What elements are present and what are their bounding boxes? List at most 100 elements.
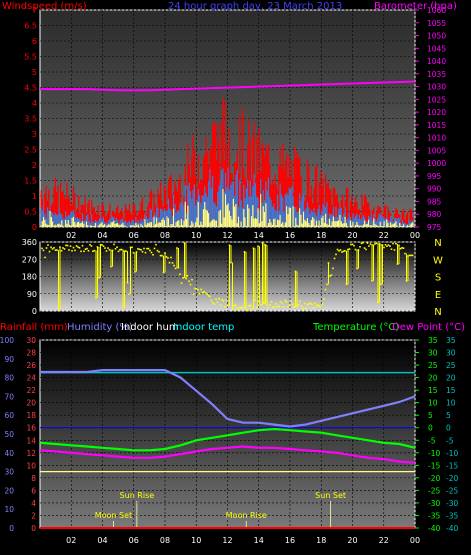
direction-point [93,249,96,252]
direction-point [245,307,247,310]
direction-grid [40,241,416,312]
humidity-tick-label: 100 [0,336,14,345]
event-label: Sun Set [315,491,346,500]
direction-point [281,302,283,304]
wind-x-axis: 02 04 06 08 10 12 14 16 18 20 22 00 [66,231,420,240]
dewpoint-tick-label: -5 [446,436,454,445]
direction-point [186,275,189,277]
barometer-tick-label: 980 [427,210,442,219]
direction-point [405,280,408,282]
rain-tick-label: 26 [26,361,36,370]
direction-point [402,247,405,249]
dewpoint-tick-label: -25 [446,486,458,495]
rain-tick-label: 20 [26,399,36,408]
barometer-right-axis: 1060 1055 1050 1045 1040 1035 1030 1025 1020 1015… [415,6,446,232]
windspeed-axis-label: Windspeed (m/s) [2,1,87,12]
direction-point [363,247,366,249]
direction-point [146,247,148,250]
direction-point [140,248,142,251]
direction-point [108,248,111,251]
direction-point [89,243,91,246]
direction-point [399,247,402,250]
direction-point [299,300,301,303]
direction-point [170,256,172,259]
direction-point [138,248,141,251]
direction-point [216,301,219,303]
direction-point [336,248,339,251]
direction-point [356,267,358,270]
direction-point [284,299,286,302]
barometer-tick-label: 985 [427,197,442,206]
windspeed-tick-label: 4.5 [24,84,37,93]
direction-degree-label: 360 [22,238,37,247]
direction-point [92,250,94,253]
direction-point [71,249,73,252]
direction-point [272,306,274,309]
direction-point [386,245,388,247]
direction-point [51,248,54,250]
direction-point [77,246,79,248]
direction-point [315,305,318,307]
direction-point [377,301,379,304]
direction-point [167,257,169,259]
windspeed-tick-label: 1.5 [24,177,37,186]
direction-point [81,244,84,247]
barometer-tick-label: 1000 [427,159,446,168]
humidity-tick-label: 30 [4,468,14,477]
x-tick-label: 14 [254,231,264,240]
direction-point [222,299,225,302]
direction-point [65,244,67,247]
x-tick-label: 22 [379,536,389,545]
humidity-tick-label: 90 [4,355,14,364]
temperature-axes: 1009080706050403020100302826242220181614… [0,336,458,533]
windspeed-tick-label: 3 [32,130,37,139]
direction-point [273,306,276,308]
x-tick-label: 12 [222,231,232,240]
direction-point [375,242,378,245]
direction-point [60,249,63,252]
direction-point [152,253,154,256]
x-tick-label: 10 [191,231,201,240]
direction-point [290,300,292,303]
rainfall-label: Rainfall (mm) [0,322,68,333]
direction-point [344,250,346,252]
direction-point [380,283,382,286]
direction-point [176,247,178,249]
temperature-grid [40,339,416,529]
direction-point [240,307,243,309]
direction-point [116,246,118,248]
sun-moon-events: Moon Set Sun Rise Moon Rise Sun Set [95,491,346,528]
rain-tick-label: 14 [26,436,36,445]
direction-point [228,244,231,247]
direction-point [411,254,414,257]
humidity-tick-label: 80 [4,374,14,383]
direction-point [275,303,277,305]
windspeed-tick-label: 5.5 [24,53,37,62]
direction-point [42,249,45,252]
temperature-tick-label: 25 [428,361,438,370]
direction-point [293,306,295,308]
event-label: Sun Rise [120,491,155,500]
direction-point [330,274,333,276]
x-tick-label: 16 [285,231,295,240]
direction-point [270,300,273,303]
direction-point [350,243,352,246]
direction-point [401,247,403,249]
direction-point [269,303,271,306]
direction-point [231,308,234,310]
direction-point [230,261,232,264]
rain-tick-label: 18 [26,411,36,420]
direction-point [134,270,136,273]
indoor-hum-label: Indoor hum [121,322,179,333]
humidity-tick-label: 10 [4,505,14,514]
dewpoint-tick-label: 5 [446,411,451,420]
barometer-tick-label: 1040 [427,57,446,66]
direction-point [387,244,390,246]
direction-point [341,251,343,253]
temperature-series [39,369,416,529]
x-tick-label: 00 [410,231,420,240]
direction-point [285,301,288,303]
rain-tick-label: 6 [31,486,36,495]
barometer-tick-label: 1005 [427,146,446,155]
direction-point [168,261,171,264]
